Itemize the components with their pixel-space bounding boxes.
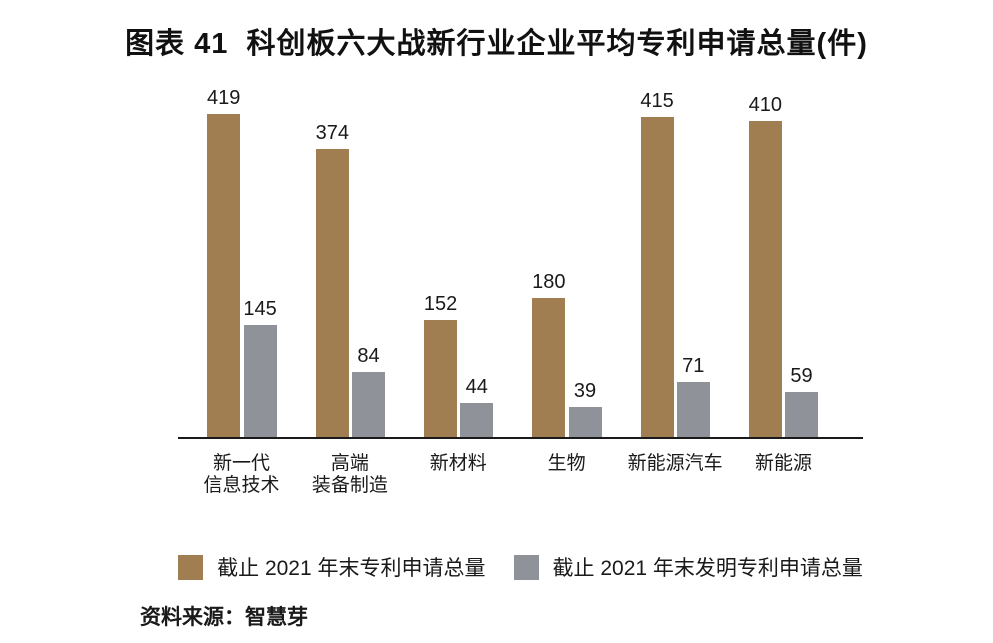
bar-with-label: 415 xyxy=(640,89,674,437)
bar-invention-patents xyxy=(243,325,277,437)
bar-total-patents xyxy=(424,320,458,437)
value-label: 145 xyxy=(243,298,277,320)
value-label: 410 xyxy=(748,94,782,116)
bar-group: 374 84 xyxy=(316,121,385,437)
bar-with-label: 39 xyxy=(568,379,602,437)
bar-with-label: 410 xyxy=(749,93,782,437)
bar-with-label: 145 xyxy=(243,297,277,437)
value-label: 180 xyxy=(532,271,566,293)
bar-invention-patents xyxy=(785,392,818,437)
legend-swatch-icon xyxy=(513,554,539,580)
value-label: 152 xyxy=(423,293,458,315)
bar-group: 419 145 xyxy=(207,86,277,437)
category-label-text: 新材料 xyxy=(429,453,487,474)
bar-invention-patents xyxy=(352,372,385,437)
bar-with-label: 59 xyxy=(785,364,818,437)
category-label-text: 新能源汽车 xyxy=(627,453,723,474)
bar-group: 180 39 xyxy=(532,270,602,437)
figure-title: 图表 41 科创板六大战新行业企业平均专利申请总量(件) xyxy=(125,28,868,60)
bar-total-patents xyxy=(207,114,241,437)
bar-total-patents xyxy=(640,117,674,437)
bar-with-label: 374 xyxy=(316,121,349,437)
category-label-text: 新能源 xyxy=(754,453,812,474)
bar-group: 410 59 xyxy=(749,93,818,437)
bar-invention-patents xyxy=(460,403,494,437)
category-label: 新一代 信息技术 xyxy=(204,453,280,497)
value-label: 44 xyxy=(465,376,488,398)
legend: 截止 2021 年末专利申请总量 截止 2021 年末发明专利申请总量 xyxy=(178,552,863,582)
category-label-text: 生物 xyxy=(547,453,586,474)
bar-with-label: 44 xyxy=(460,375,494,437)
bar-total-patents xyxy=(532,298,566,437)
bar-group: 415 71 xyxy=(640,89,710,437)
value-label: 415 xyxy=(640,90,674,112)
category-labels: 新一代 信息技术 高端 装备制造 新材料 生物 新能源汽车 新能源 xyxy=(178,453,863,497)
bar-with-label: 180 xyxy=(532,270,566,437)
bar-invention-patents xyxy=(676,382,710,437)
value-label: 59 xyxy=(790,365,813,387)
bar-group: 152 44 xyxy=(424,292,494,437)
category-label: 新能源 xyxy=(749,453,818,497)
plot-area: 419 145 374 84 152 44 180 39 415 71 410 59 新一代 信息技术… xyxy=(178,82,863,496)
category-label: 新材料 xyxy=(424,453,493,497)
value-label: 71 xyxy=(682,355,705,377)
bar-with-label: 419 xyxy=(207,86,240,437)
bar-total-patents xyxy=(748,121,782,437)
legend-item: 截止 2021 年末专利申请总量 xyxy=(178,552,486,582)
category-label: 生物 xyxy=(532,453,601,497)
value-label: 39 xyxy=(573,380,597,402)
legend-item: 截止 2021 年末发明专利申请总量 xyxy=(513,552,863,582)
category-label-text: 高端 装备制造 xyxy=(311,453,388,496)
bar-total-patents xyxy=(315,149,349,437)
legend-label: 截止 2021 年末发明专利申请总量 xyxy=(552,557,863,580)
legend-label: 截止 2021 年末专利申请总量 xyxy=(217,557,486,580)
category-label-text: 新一代 信息技术 xyxy=(203,453,280,496)
category-label: 新能源汽车 xyxy=(628,453,723,497)
bar-with-label: 152 xyxy=(424,292,457,437)
bar-invention-patents xyxy=(568,407,602,437)
value-label: 374 xyxy=(315,122,349,144)
bar-with-label: 84 xyxy=(352,344,385,437)
source-note: 资料来源：智慧芽 xyxy=(140,606,308,629)
bar-with-label: 71 xyxy=(676,354,710,437)
value-label: 84 xyxy=(357,345,380,367)
value-label: 419 xyxy=(207,87,241,109)
legend-swatch-icon xyxy=(178,554,204,580)
bar-groups: 419 145 374 84 152 44 180 39 415 71 410 59 xyxy=(178,82,863,437)
category-label: 高端 装备制造 xyxy=(312,453,388,497)
